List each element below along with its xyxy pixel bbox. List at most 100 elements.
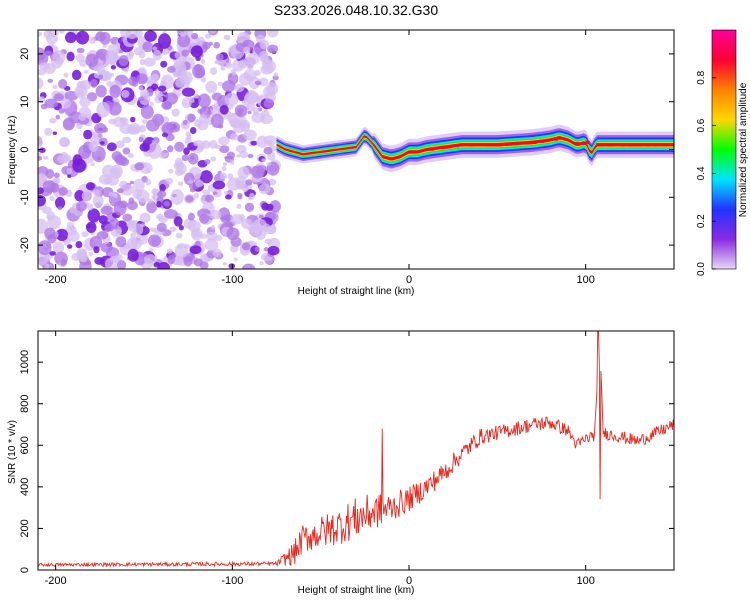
noise-blob bbox=[198, 233, 207, 239]
noise-blob bbox=[248, 196, 253, 201]
noise-blob bbox=[88, 251, 94, 257]
noise-blob bbox=[149, 248, 154, 252]
noise-blob bbox=[230, 214, 244, 225]
ridge-core bbox=[511, 142, 516, 146]
noise-blob bbox=[67, 230, 80, 242]
snr-series-line bbox=[38, 331, 674, 568]
noise-blob bbox=[224, 92, 239, 106]
noise-blob bbox=[244, 202, 255, 212]
noise-blob bbox=[109, 164, 123, 179]
y-tick-label: 600 bbox=[19, 436, 31, 454]
noise-blob bbox=[109, 84, 121, 98]
noise-blob bbox=[138, 50, 146, 59]
noise-blob bbox=[139, 124, 147, 133]
noise-blob bbox=[59, 30, 65, 34]
ridge-core bbox=[645, 143, 650, 147]
noise-blob bbox=[190, 45, 203, 58]
noise-blob bbox=[76, 248, 88, 261]
noise-blob bbox=[121, 90, 130, 98]
noise-blob bbox=[151, 188, 159, 195]
noise-blob bbox=[38, 152, 42, 157]
noise-blob bbox=[59, 136, 70, 147]
noise-blob bbox=[259, 50, 269, 61]
spectrogram-heatmap bbox=[38, 30, 674, 269]
noise-blob bbox=[87, 203, 94, 211]
noise-blob bbox=[78, 113, 87, 121]
noise-blob bbox=[210, 156, 217, 162]
ridge-core bbox=[497, 143, 502, 147]
noise-blob bbox=[98, 215, 108, 225]
noise-blob bbox=[246, 53, 260, 65]
noise-blob bbox=[116, 260, 127, 269]
noise-blob bbox=[243, 69, 257, 81]
noise-blob bbox=[142, 252, 147, 256]
noise-blob bbox=[44, 263, 50, 269]
noise-blob bbox=[201, 140, 211, 149]
y-tick-label: 0 bbox=[19, 146, 31, 152]
noise-blob bbox=[138, 136, 144, 143]
noise-blob bbox=[181, 154, 189, 162]
noise-blob bbox=[49, 182, 60, 193]
noise-blob bbox=[261, 158, 266, 162]
y-tick-label: -20 bbox=[19, 237, 31, 253]
noise-blob bbox=[205, 194, 214, 203]
noise-blob bbox=[212, 248, 222, 257]
ridge-core bbox=[447, 144, 452, 149]
noise-blob bbox=[151, 195, 156, 200]
noise-blob bbox=[205, 231, 218, 241]
noise-blob bbox=[200, 76, 207, 83]
noise-blob bbox=[189, 245, 202, 255]
noise-blob bbox=[52, 84, 58, 90]
noise-blob bbox=[38, 240, 52, 255]
y-tick-label: 1000 bbox=[19, 350, 31, 374]
noise-blob bbox=[189, 126, 197, 135]
noise-blob bbox=[193, 94, 200, 99]
snr-line-area bbox=[38, 331, 674, 568]
noise-blob bbox=[157, 33, 172, 49]
noise-blob bbox=[122, 147, 131, 155]
noise-blob bbox=[259, 261, 264, 266]
noise-blob bbox=[100, 141, 105, 145]
noise-blob bbox=[237, 166, 250, 180]
noise-blob bbox=[267, 30, 279, 38]
spectrogram-y-label: Frequency (Hz) bbox=[7, 116, 18, 185]
noise-blob bbox=[250, 140, 258, 146]
noise-blob bbox=[46, 210, 55, 221]
ridge-core bbox=[582, 141, 587, 145]
ridge-core bbox=[596, 143, 601, 147]
ridge-core bbox=[430, 147, 435, 151]
ridge-core bbox=[539, 139, 544, 144]
noise-blob bbox=[63, 72, 69, 78]
noise-blob bbox=[106, 142, 117, 152]
ridge-core bbox=[529, 140, 534, 145]
noise-blob bbox=[174, 243, 189, 259]
noise-blob bbox=[156, 200, 162, 208]
noise-blob bbox=[197, 108, 203, 114]
noise-blob bbox=[60, 258, 67, 267]
x-tick-label: -100 bbox=[221, 575, 243, 587]
noise-blob bbox=[92, 189, 101, 196]
noise-blob bbox=[157, 85, 167, 92]
noise-blob bbox=[193, 192, 199, 199]
noise-blob bbox=[120, 184, 135, 196]
noise-blob bbox=[76, 47, 85, 54]
noise-blob bbox=[226, 227, 240, 241]
ridge-core bbox=[507, 142, 512, 146]
noise-blob bbox=[241, 263, 256, 269]
noise-blob bbox=[149, 101, 154, 107]
noise-blob bbox=[238, 38, 244, 44]
noise-blob bbox=[116, 188, 124, 194]
noise-blob bbox=[177, 181, 184, 186]
noise-blob bbox=[236, 203, 242, 209]
noise-blob bbox=[44, 98, 58, 109]
noise-blob bbox=[58, 78, 68, 89]
noise-blob bbox=[92, 194, 104, 208]
noise-blob bbox=[161, 100, 172, 110]
ridge-core bbox=[515, 141, 519, 146]
noise-blob bbox=[133, 223, 144, 236]
noise-blob bbox=[193, 258, 203, 267]
noise-blob bbox=[90, 78, 98, 88]
noise-blob bbox=[95, 85, 107, 98]
x-tick-label: -100 bbox=[221, 274, 243, 286]
noise-blob bbox=[127, 248, 139, 262]
